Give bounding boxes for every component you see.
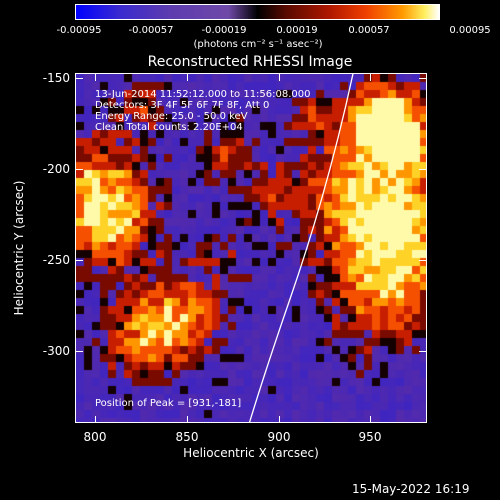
- colorbar-tick-label: 0.00057: [348, 25, 390, 36]
- x-tick-label: 950: [358, 430, 382, 444]
- tick-mark: [419, 351, 426, 352]
- colorbar-tick-label: 0.00095: [449, 25, 491, 36]
- info-time-range: 13-Jun-2014 11:52:12.000 to 11:56:08.000: [95, 89, 311, 100]
- x-axis-label: Heliocentric X (arcsec): [183, 446, 319, 460]
- tick-mark: [419, 169, 426, 170]
- tick-mark: [95, 74, 96, 81]
- colorbar-unit-label: (photons cm⁻² s⁻¹ asec⁻²): [193, 39, 323, 50]
- tick-mark: [76, 78, 83, 79]
- tick-mark: [370, 74, 371, 81]
- colorbar-tick-label: 0.00019: [276, 25, 318, 36]
- tick-mark: [419, 78, 426, 79]
- tick-mark: [95, 416, 96, 423]
- y-tick-label: -250: [42, 253, 70, 267]
- solar-limb-line: [248, 74, 354, 422]
- tick-mark: [76, 260, 83, 261]
- y-axis-label: Heliocentric Y (arcsec): [12, 180, 26, 316]
- info-clean-counts: Clean Total counts: 2.20E+04: [95, 122, 243, 133]
- colorbar: [75, 4, 440, 20]
- x-tick-label: 850: [175, 430, 199, 444]
- tick-mark: [279, 74, 280, 81]
- rhessi-heatmap: [76, 74, 426, 422]
- tick-mark: [187, 74, 188, 81]
- tick-mark: [76, 351, 83, 352]
- tick-mark: [76, 169, 83, 170]
- y-tick-label: -300: [42, 344, 70, 358]
- info-energy-range: Energy Range: 25.0 - 50.0 keV: [95, 111, 248, 122]
- info-detectors: Detectors: 3F 4F 5F 6F 7F 8F, Att 0: [95, 100, 270, 111]
- y-tick-label: -150: [42, 71, 70, 85]
- tick-mark: [279, 416, 280, 423]
- colorbar-tick-label: -0.00057: [128, 25, 174, 36]
- tick-mark: [419, 260, 426, 261]
- y-tick-label: -200: [42, 162, 70, 176]
- colorbar-tick-label: -0.00095: [56, 25, 102, 36]
- x-tick-label: 900: [267, 430, 291, 444]
- rhessi-image-plot: [75, 73, 427, 423]
- render-timestamp: 15-May-2022 16:19: [352, 482, 470, 496]
- info-peak-position: Position of Peak = [931,-181]: [95, 398, 242, 409]
- x-tick-label: 800: [83, 430, 107, 444]
- colorbar-tick-label: -0.00019: [201, 25, 247, 36]
- tick-mark: [370, 416, 371, 423]
- image-title: Reconstructed RHESSI Image: [147, 54, 353, 70]
- tick-mark: [187, 416, 188, 423]
